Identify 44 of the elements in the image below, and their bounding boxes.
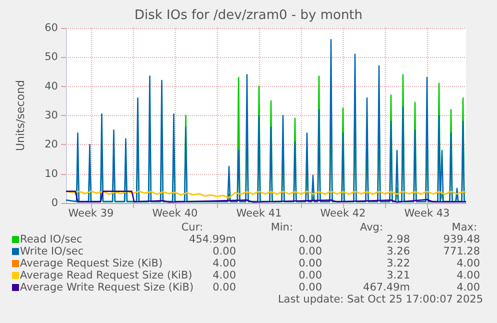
y-tick-label: 50 <box>44 51 58 64</box>
text: 4.00 <box>212 258 236 270</box>
chart-title: Disk IOs for /dev/zram0 - by month <box>134 8 363 23</box>
text: 0.00 <box>298 258 322 270</box>
text: Cur: <box>181 222 203 234</box>
text: 0.00 <box>212 282 236 294</box>
text: 0.00 <box>298 234 322 246</box>
x-tick-label: Week 42 <box>320 208 366 220</box>
legend-label: Write IO/sec <box>20 246 84 258</box>
text: 4.00 <box>212 270 236 282</box>
text: 771.28 <box>443 246 480 258</box>
legend-label: Average Request Size (KiB) <box>20 258 163 270</box>
text: Max: <box>452 222 478 234</box>
y-tick-label: 10 <box>44 168 58 180</box>
text: 3.22 <box>386 258 410 270</box>
y-tick-label: 30 <box>44 110 58 122</box>
text: 3.26 <box>386 246 410 258</box>
text: 467.49m <box>363 282 410 294</box>
y-tick-label: 60 <box>44 22 58 34</box>
x-tick-label: Week 41 <box>236 208 282 220</box>
text: 4.00 <box>456 282 480 294</box>
text: 2.98 <box>386 234 410 246</box>
text: 4.00 <box>456 258 480 270</box>
text: 0.00 <box>298 246 322 258</box>
text: 0.00 <box>298 270 322 282</box>
text: Min: <box>270 222 294 234</box>
x-tick-label: Week 40 <box>152 208 198 220</box>
text: 0.00 <box>212 246 236 258</box>
text: 0.00 <box>298 282 322 294</box>
text: 454.99m <box>189 234 236 246</box>
y-axis-title: Units/second <box>14 80 27 152</box>
legend-label: Average Write Request Size (KiB) <box>20 282 194 294</box>
text: 3.21 <box>386 270 410 282</box>
x-tick-label: Week 39 <box>68 208 114 220</box>
text: 939.48 <box>443 234 480 246</box>
text: Avg: <box>360 222 383 234</box>
x-tick-label: Week 43 <box>404 208 450 220</box>
y-tick-label: 20 <box>44 138 58 151</box>
text: Last update: Sat Oct 25 17:00:07 2025 <box>278 294 484 306</box>
legend-label: Average Read Request Size (KiB) <box>20 270 192 282</box>
y-tick-label: 40 <box>44 80 58 92</box>
legend-label: Read IO/sec <box>20 234 83 246</box>
text: 4.00 <box>456 270 480 282</box>
y-tick-label: 0 <box>51 197 58 209</box>
